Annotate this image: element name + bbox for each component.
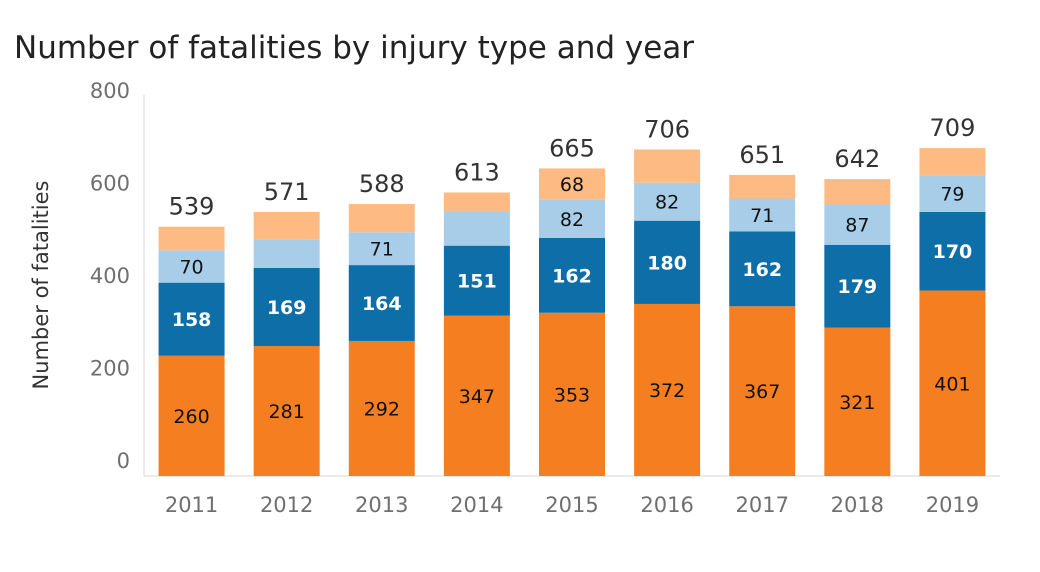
bar-segment bbox=[253, 267, 320, 347]
bar-segment bbox=[348, 204, 415, 233]
bar-segment-label: 347 bbox=[459, 386, 495, 408]
bar-segment bbox=[824, 244, 891, 328]
bar-segment bbox=[158, 250, 225, 283]
x-tick-label: 2018 bbox=[831, 493, 884, 517]
bar-segment bbox=[348, 232, 415, 266]
bar-segment bbox=[634, 220, 701, 304]
x-tick-label: 2013 bbox=[355, 493, 408, 517]
bar-segment-label: 79 bbox=[940, 184, 964, 206]
x-tick-label: 2019 bbox=[926, 493, 979, 517]
bar-segment-label: 70 bbox=[179, 256, 203, 278]
bar-segment-label: 179 bbox=[837, 276, 877, 298]
x-tick-label: 2012 bbox=[260, 493, 313, 517]
bar-segment-label: 180 bbox=[647, 252, 687, 274]
x-ticks: 2011 2012 2013 2014 2015 2016 2017 2018 2019 bbox=[165, 493, 979, 517]
bar-segment-label: 68 bbox=[560, 174, 584, 196]
bar-segment bbox=[729, 231, 796, 307]
y-tick-label: 200 bbox=[90, 357, 130, 381]
bar-segment-label: 353 bbox=[554, 384, 590, 406]
bar-total-label: 642 bbox=[834, 145, 880, 173]
bar-segment-label: 71 bbox=[370, 239, 394, 261]
bar-segment bbox=[539, 237, 605, 313]
bar-segment bbox=[824, 327, 891, 476]
bar-segment bbox=[634, 149, 701, 183]
bar-segment-label: 169 bbox=[267, 297, 307, 319]
bar-segment bbox=[919, 175, 986, 212]
bar-segment bbox=[158, 226, 225, 251]
bar-segment bbox=[253, 211, 320, 240]
x-tick-label: 2015 bbox=[545, 493, 598, 517]
x-tick-label: 2014 bbox=[450, 493, 503, 517]
bar-segment-label: 372 bbox=[649, 380, 685, 402]
bar-segment bbox=[919, 211, 986, 291]
bar-segment-label: 292 bbox=[364, 398, 400, 420]
bar-segment-label: 281 bbox=[269, 401, 305, 423]
y-tick-label: 0 bbox=[117, 449, 130, 473]
bar-segment-label: 321 bbox=[839, 392, 875, 414]
bar-segment bbox=[729, 198, 796, 232]
bar-segment-label: 82 bbox=[655, 192, 679, 214]
bar-segment-label: 151 bbox=[457, 271, 497, 293]
bar-segment bbox=[634, 182, 701, 221]
bar-total-label: 588 bbox=[359, 170, 405, 198]
bar-segment bbox=[443, 211, 510, 246]
y-tick-label: 600 bbox=[90, 172, 130, 196]
bar-segment bbox=[443, 245, 510, 316]
bar-segment-label: 170 bbox=[933, 241, 973, 263]
bar-segment bbox=[539, 168, 605, 200]
bars: 260 158 70 539 281 169 571 292 164 71 588 347 151 613… bbox=[158, 114, 986, 476]
chart-title: Number of fatalities by injury type and … bbox=[14, 30, 695, 66]
bar-segment bbox=[919, 148, 986, 176]
bar-segment-label: 401 bbox=[934, 373, 970, 395]
bar-total-label: 706 bbox=[644, 115, 690, 143]
bar-segment bbox=[443, 315, 510, 476]
x-tick-label: 2017 bbox=[735, 493, 788, 517]
bar-segment bbox=[539, 199, 605, 238]
bar-segment-label: 367 bbox=[744, 381, 780, 403]
bar-segment bbox=[539, 312, 605, 476]
bar-segment-label: 162 bbox=[742, 259, 782, 281]
bar-total-label: 539 bbox=[169, 193, 215, 221]
bar-segment bbox=[253, 239, 320, 268]
bar-segment bbox=[158, 282, 225, 356]
bar-total-label: 571 bbox=[264, 178, 310, 206]
bar-segment bbox=[443, 192, 510, 212]
bar-segment bbox=[158, 355, 225, 476]
bar-segment bbox=[634, 303, 701, 476]
bar-segment bbox=[729, 306, 796, 476]
bar-segment bbox=[824, 204, 891, 245]
bar-segment-label: 162 bbox=[552, 265, 592, 287]
y-axis-label: Number of fatalities bbox=[29, 181, 53, 390]
bar-total-label: 665 bbox=[549, 134, 595, 162]
bar-segment-label: 71 bbox=[750, 205, 774, 227]
x-tick-label: 2011 bbox=[165, 493, 218, 517]
bar-segment bbox=[348, 340, 415, 476]
bar-segment-label: 164 bbox=[362, 293, 402, 315]
bar-segment-label: 260 bbox=[173, 406, 209, 428]
bar-segment bbox=[348, 265, 415, 341]
y-ticks: 0 200 400 600 800 bbox=[90, 79, 130, 473]
bar-total-label: 651 bbox=[739, 141, 785, 169]
bar-total-label: 709 bbox=[930, 114, 976, 142]
y-tick-label: 800 bbox=[90, 79, 130, 103]
bar-segment bbox=[919, 290, 986, 476]
bar-segment bbox=[824, 179, 891, 205]
y-tick-label: 400 bbox=[90, 264, 130, 288]
bar-segment-label: 158 bbox=[172, 309, 212, 331]
bar-segment bbox=[729, 174, 796, 199]
bar-segment-label: 87 bbox=[845, 215, 869, 237]
bar-segment-label: 82 bbox=[560, 209, 584, 231]
bar-segment bbox=[253, 346, 320, 476]
x-tick-label: 2016 bbox=[640, 493, 693, 517]
bar-total-label: 613 bbox=[454, 158, 500, 186]
